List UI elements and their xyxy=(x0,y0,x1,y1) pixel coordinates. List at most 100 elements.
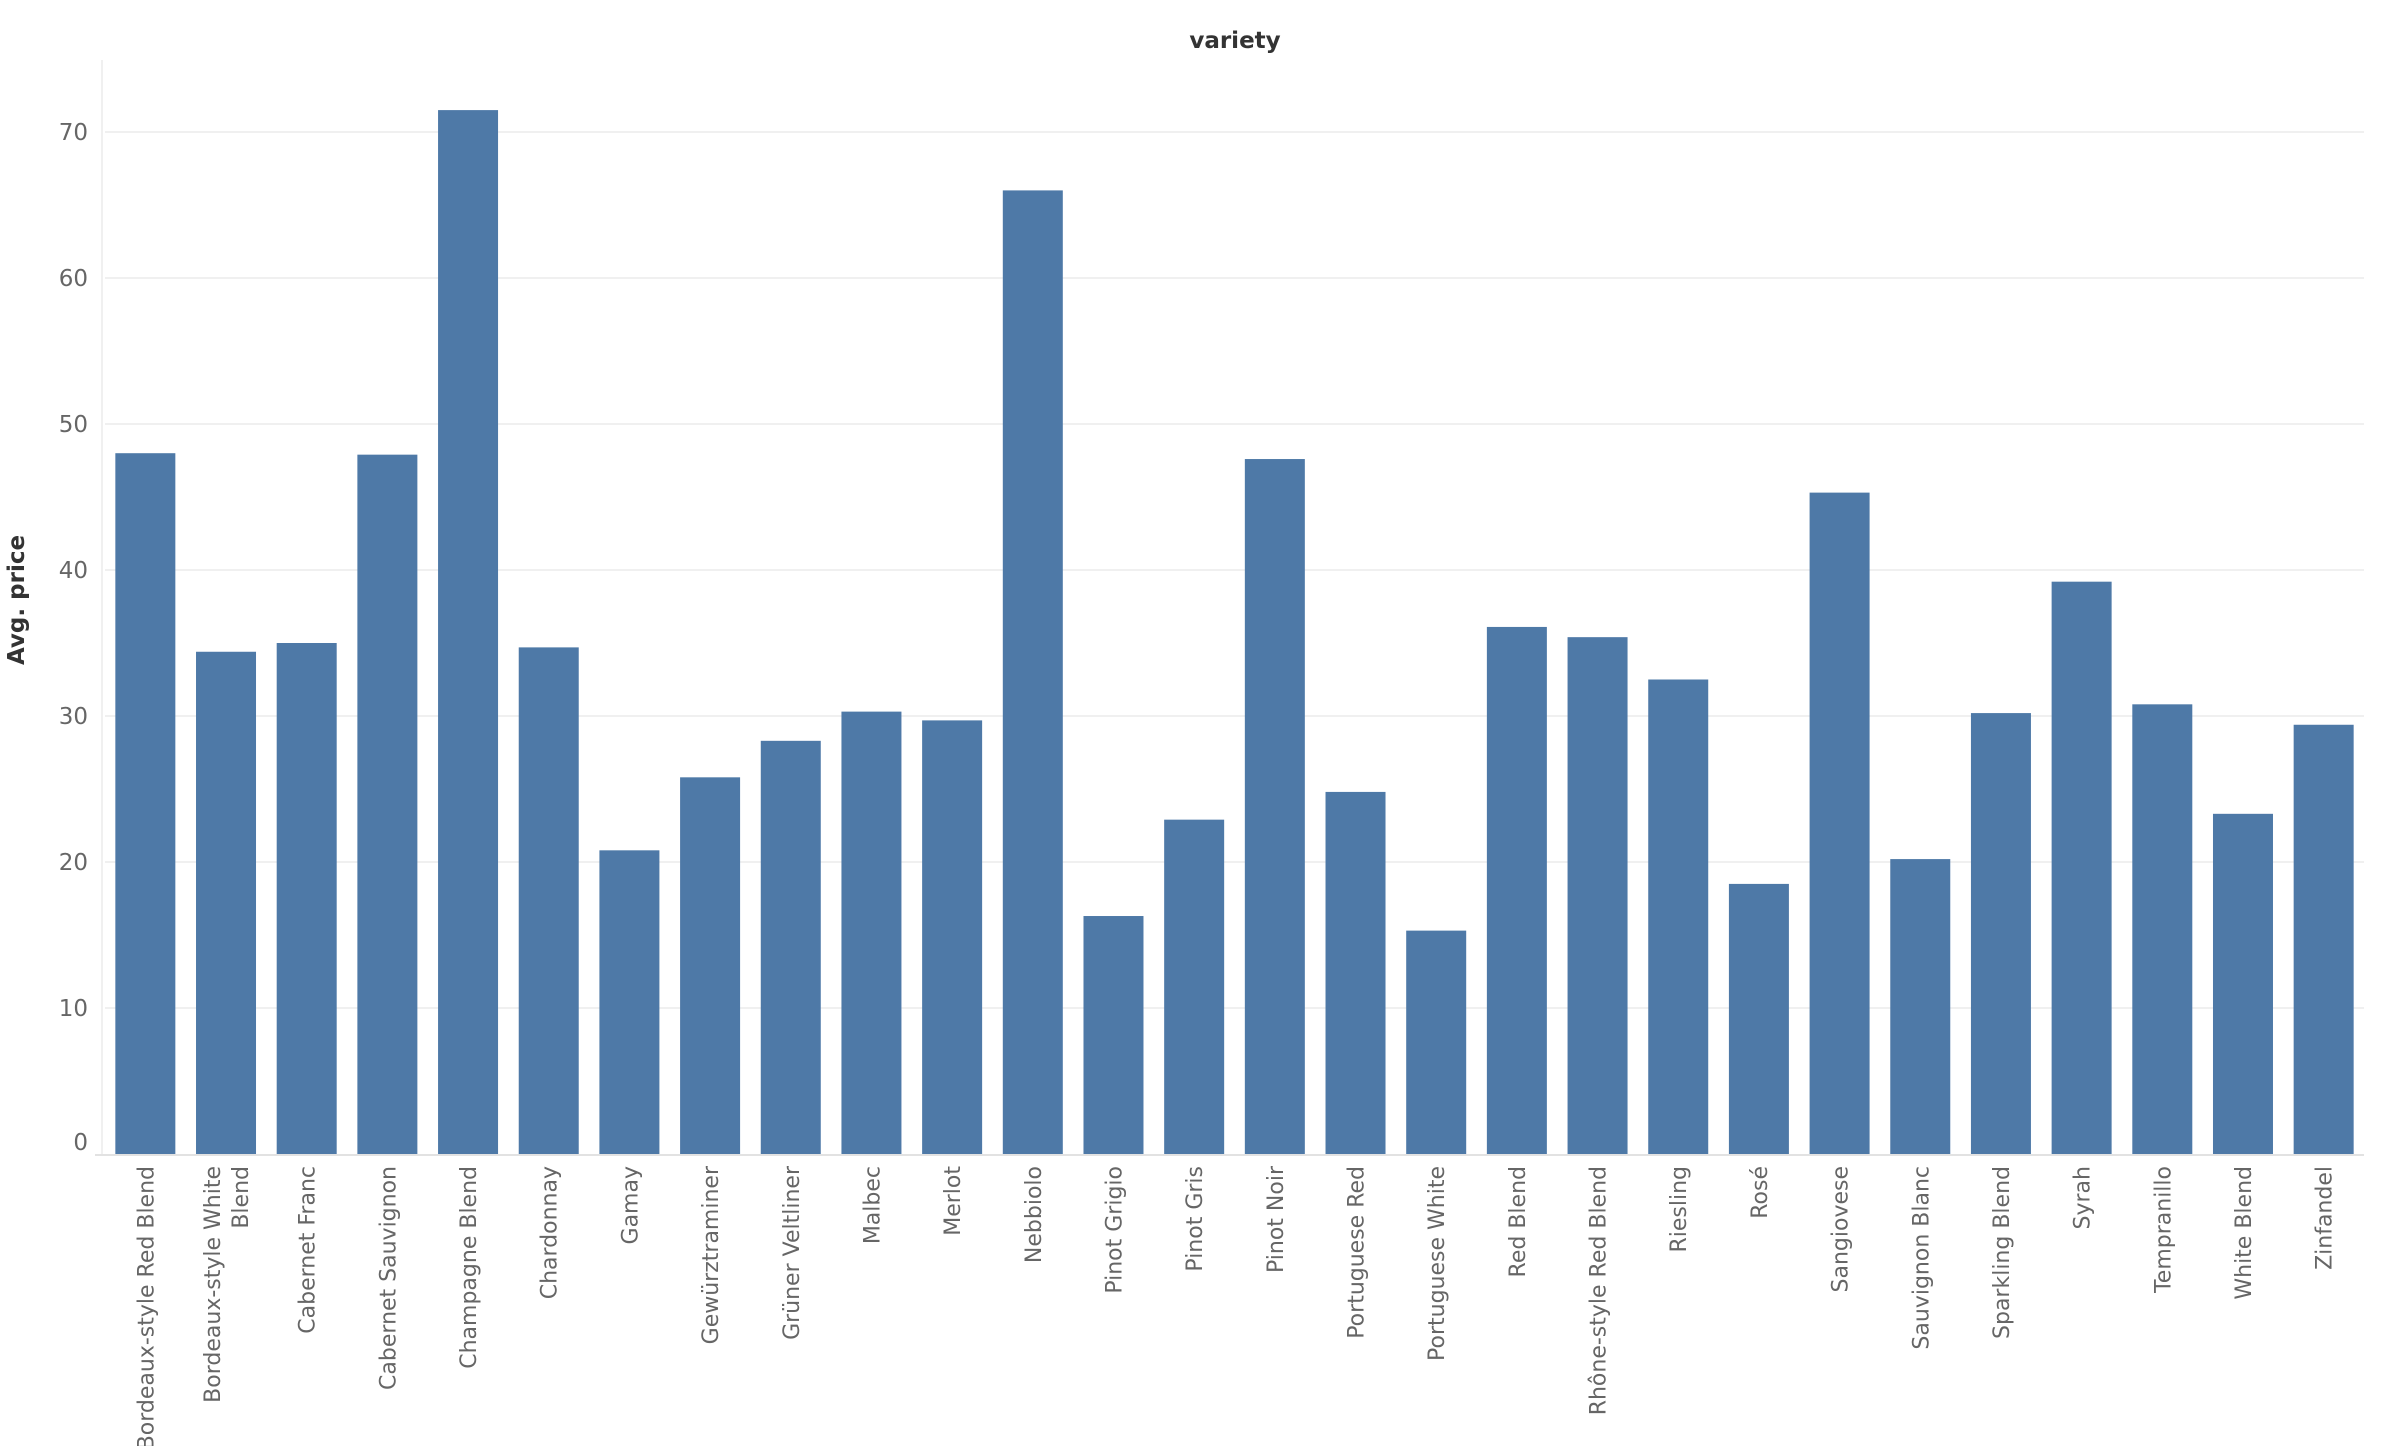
bar-24[interactable] xyxy=(2051,581,2112,1154)
x-tick-label: Gewürztraminer xyxy=(699,1165,724,1344)
x-tick-label-line: White Blend xyxy=(2232,1166,2257,1300)
x-tick-label-line: Syrah xyxy=(2071,1166,2096,1229)
x-tick-label: Malbec xyxy=(860,1166,885,1244)
x-tick-label-line: Red Blend xyxy=(1506,1166,1531,1277)
bar-13[interactable] xyxy=(1164,819,1225,1154)
y-tick-label: 0 xyxy=(73,1130,88,1156)
bars xyxy=(115,110,2354,1155)
bar-4[interactable] xyxy=(438,110,499,1155)
x-tick-label-line: Chardonnay xyxy=(538,1166,563,1299)
bar-25[interactable] xyxy=(2132,704,2193,1154)
bar-16[interactable] xyxy=(1406,930,1467,1154)
x-tick-label-line: Nebbiolo xyxy=(1022,1166,1047,1263)
bar-2[interactable] xyxy=(276,643,337,1154)
bar-20[interactable] xyxy=(1728,883,1789,1154)
x-tick-label-line: Malbec xyxy=(860,1166,885,1244)
x-tick-label-line: Zinfandel xyxy=(2313,1166,2338,1270)
x-tick-label-line: Rhône-style Red Blend xyxy=(1587,1166,1612,1415)
bar-12[interactable] xyxy=(1083,916,1144,1154)
x-tick-label-line: Blend xyxy=(229,1166,254,1229)
x-tick-label-line: Grüner Veltliner xyxy=(780,1165,805,1340)
bar-22[interactable] xyxy=(1890,859,1951,1154)
y-axis-ticks: 0 10 20 30 40 50 60 70 xyxy=(59,120,88,1156)
x-tick-label: Syrah xyxy=(2071,1166,2096,1229)
x-axis-ticks: Bordeaux-style Red Blend Bordeaux-style W… xyxy=(134,1165,2337,1446)
x-tick-label-line: Sangiovese xyxy=(1829,1166,1854,1292)
x-tick-label: Gamay xyxy=(618,1166,643,1244)
x-tick-label-line: Rosé xyxy=(1748,1166,1773,1219)
x-tick-label: Merlot xyxy=(941,1166,966,1236)
x-tick-label: Red Blend xyxy=(1506,1166,1531,1277)
bar-8[interactable] xyxy=(760,740,821,1154)
x-tick-label: Cabernet Franc xyxy=(296,1166,321,1334)
x-tick-label: Bordeaux-style White Blend xyxy=(201,1166,254,1403)
x-tick-label: Sauvignon Blanc xyxy=(1909,1166,1934,1350)
y-tick-label: 70 xyxy=(59,120,88,146)
x-tick-label: Tempranillo xyxy=(2151,1166,2176,1294)
x-tick-label: Pinot Grigio xyxy=(1102,1166,1127,1294)
bar-14[interactable] xyxy=(1244,459,1305,1154)
x-tick-label: Grüner Veltliner xyxy=(780,1165,805,1340)
bar-21[interactable] xyxy=(1809,492,1870,1154)
x-tick-label-line: Gamay xyxy=(618,1166,643,1244)
x-tick-label-line: Gewürztraminer xyxy=(699,1165,724,1344)
y-tick-label: 40 xyxy=(59,558,88,584)
x-tick-label: Rhône-style Red Blend xyxy=(1587,1166,1612,1415)
x-tick-label: Sparkling Blend xyxy=(1990,1166,2015,1339)
x-tick-label: Pinot Gris xyxy=(1183,1166,1208,1272)
bar-19[interactable] xyxy=(1648,679,1709,1155)
bar-17[interactable] xyxy=(1486,626,1547,1154)
bar-5[interactable] xyxy=(518,647,579,1154)
bar-10[interactable] xyxy=(922,720,983,1154)
bar-7[interactable] xyxy=(680,777,741,1154)
x-tick-label: White Blend xyxy=(2232,1166,2257,1300)
x-tick-label: Pinot Noir xyxy=(1264,1165,1289,1273)
x-tick-label-line: Pinot Grigio xyxy=(1102,1166,1127,1294)
x-tick-label-line: Pinot Gris xyxy=(1183,1166,1208,1272)
bar-15[interactable] xyxy=(1325,791,1386,1154)
y-axis-label: Avg. price xyxy=(4,535,30,665)
y-tick-label: 50 xyxy=(59,412,88,438)
y-tick-label: 20 xyxy=(59,850,88,876)
bar-9[interactable] xyxy=(841,711,902,1154)
x-tick-label-line: Merlot xyxy=(941,1166,966,1236)
x-tick-label: Bordeaux-style Red Blend xyxy=(134,1166,159,1446)
x-tick-label-line: Cabernet Franc xyxy=(296,1166,321,1334)
bar-3[interactable] xyxy=(357,454,418,1154)
chart-title: variety xyxy=(1189,28,1280,54)
x-tick-label: Sangiovese xyxy=(1829,1166,1854,1292)
bar-27[interactable] xyxy=(2293,724,2354,1154)
x-tick-label-line: Tempranillo xyxy=(2151,1166,2176,1294)
bar-18[interactable] xyxy=(1567,637,1628,1154)
y-tick-label: 10 xyxy=(59,996,88,1022)
x-tick-label-line: Sparkling Blend xyxy=(1990,1166,2015,1339)
x-tick-label: Zinfandel xyxy=(2313,1166,2338,1270)
bar-1[interactable] xyxy=(196,651,257,1154)
y-tick-label: 60 xyxy=(59,266,88,292)
bar-26[interactable] xyxy=(2212,813,2273,1154)
x-tick-label-line: Riesling xyxy=(1667,1166,1692,1253)
bar-0[interactable] xyxy=(115,453,176,1154)
x-tick-label-line: Portuguese Red xyxy=(1345,1166,1370,1339)
bar-23[interactable] xyxy=(1970,713,2031,1154)
x-tick-label: Portuguese White xyxy=(1425,1166,1450,1361)
x-tick-label: Portuguese Red xyxy=(1345,1166,1370,1339)
bar-11[interactable] xyxy=(1002,190,1063,1154)
x-tick-label: Champagne Blend xyxy=(457,1166,482,1369)
x-tick-label: Chardonnay xyxy=(538,1166,563,1299)
x-tick-label: Cabernet Sauvignon xyxy=(376,1166,401,1390)
y-tick-label: 30 xyxy=(59,704,88,730)
x-tick-label-line: Portuguese White xyxy=(1425,1166,1450,1361)
x-tick-label: Nebbiolo xyxy=(1022,1166,1047,1263)
x-tick-label: Riesling xyxy=(1667,1166,1692,1253)
x-tick-label-line: Pinot Noir xyxy=(1264,1165,1289,1273)
x-tick-label-line: Bordeaux-style White xyxy=(201,1166,226,1403)
x-tick-label-line: Cabernet Sauvignon xyxy=(376,1166,401,1390)
x-tick-label-line: Champagne Blend xyxy=(457,1166,482,1369)
x-tick-label-line: Sauvignon Blanc xyxy=(1909,1166,1934,1350)
x-tick-label-line: Bordeaux-style Red Blend xyxy=(134,1166,159,1446)
bar-6[interactable] xyxy=(599,850,660,1154)
x-tick-label: Rosé xyxy=(1748,1166,1773,1219)
